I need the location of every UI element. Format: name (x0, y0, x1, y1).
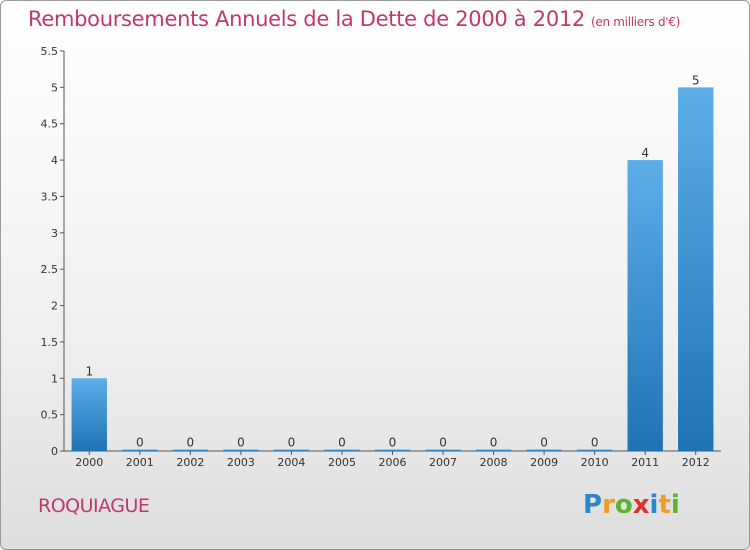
x-tick-label: 2008 (480, 456, 508, 469)
data-label: 1 (85, 364, 93, 378)
chart-title: Remboursements Annuels de la Dette de 20… (28, 7, 680, 31)
x-tick-label: 2004 (277, 456, 305, 469)
logo-letter: r (602, 490, 615, 520)
x-tick-label: 2010 (581, 456, 609, 469)
x-tick-label: 2005 (328, 456, 356, 469)
bar (273, 449, 310, 451)
bar (374, 449, 411, 451)
y-tick-label: 2 (51, 300, 58, 313)
data-label: 0 (389, 436, 397, 450)
logo-letter: i (670, 490, 680, 520)
data-label: 0 (540, 436, 548, 450)
x-tick-label: 2000 (75, 456, 103, 469)
bar (172, 449, 209, 451)
logo-letter: o (614, 490, 633, 520)
x-tick-label: 2006 (379, 456, 407, 469)
bar (122, 449, 158, 451)
y-tick-label: 5 (51, 81, 58, 94)
data-label: 0 (591, 436, 599, 450)
x-tick-label: 2007 (429, 456, 457, 469)
chart-title-text: Remboursements Annuels de la Dette de 20… (28, 7, 585, 31)
data-label: 0 (237, 436, 245, 450)
x-tick-label: 2003 (227, 456, 255, 469)
logo-letter: t (658, 490, 671, 520)
y-tick-label: 1.5 (41, 336, 59, 349)
place-name: ROQUIAGUE (38, 495, 150, 517)
data-label: 0 (288, 436, 296, 450)
y-tick-label: 3.5 (41, 190, 59, 203)
logo-letter: x (632, 490, 650, 520)
data-label: 4 (641, 146, 649, 160)
bar (627, 160, 663, 451)
logo-letter: P (583, 490, 603, 520)
data-label: 0 (187, 436, 195, 450)
data-label: 0 (439, 436, 447, 450)
data-label: 0 (136, 436, 144, 450)
bar (475, 449, 512, 451)
chart-labels: 2000 1 2001 0 2002 0 2003 0 2004 0 2005 0 2006 0 2007 0… (75, 73, 709, 469)
chart-subtitle: (en milliers d'€) (591, 15, 681, 29)
y-tick-label: 1 (51, 372, 58, 385)
bar (324, 449, 360, 451)
y-tick-label: 4 (51, 154, 58, 167)
y-tick-label: 0 (51, 445, 58, 458)
data-label: 0 (490, 436, 498, 450)
x-tick-label: 2002 (176, 456, 204, 469)
y-tick-label: 3 (51, 227, 58, 240)
x-tick-label: 2009 (530, 456, 558, 469)
logo-letter: i (649, 490, 659, 520)
x-tick-label: 2011 (631, 456, 659, 469)
y-tick-label: 0.5 (41, 409, 59, 422)
y-tick-label: 4.5 (41, 118, 59, 131)
bar (223, 449, 259, 451)
chart-axes: 0 0.5 1 1.5 2 2.5 3 3.5 4 4.5 5 5.5 (41, 45, 721, 458)
proxiti-logo: Proxiti (583, 490, 680, 520)
y-tick-label: 2.5 (41, 263, 59, 276)
data-label: 0 (338, 436, 346, 450)
chart-bars (71, 87, 714, 451)
x-tick-label: 2001 (126, 456, 154, 469)
bar (425, 449, 461, 451)
x-tick-label: 2012 (682, 456, 710, 469)
bar (678, 87, 714, 451)
data-label: 5 (692, 73, 700, 87)
bar (71, 378, 107, 451)
bar (576, 449, 613, 451)
bar (526, 449, 562, 451)
y-tick-label: 5.5 (41, 45, 59, 58)
